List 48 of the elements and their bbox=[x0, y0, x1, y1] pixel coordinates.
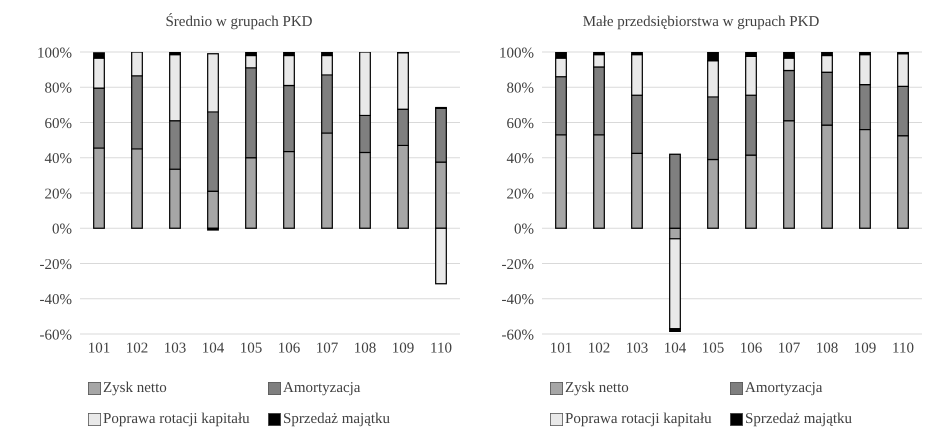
x-tick-label: 107 bbox=[316, 340, 339, 357]
x-tick-label: 104 bbox=[664, 340, 687, 357]
x-tick-label: 103 bbox=[626, 340, 648, 357]
y-tick-label: -60% bbox=[40, 327, 72, 344]
y-tick-label: 20% bbox=[506, 186, 534, 202]
legend-label: Amortyzacja bbox=[283, 380, 360, 397]
y-tick-label: 60% bbox=[506, 116, 534, 132]
y-tick-label: -40% bbox=[40, 292, 72, 308]
y-tick-label: 60% bbox=[44, 116, 72, 132]
x-tick-label: 102 bbox=[588, 340, 610, 357]
chart-title: Średnio w grupach PKD bbox=[164, 12, 314, 32]
y-tick-label: 40% bbox=[506, 151, 534, 168]
y-tick-label: -40% bbox=[502, 292, 534, 308]
y-tick-label: 80% bbox=[44, 80, 72, 97]
y-tick-label: -20% bbox=[40, 256, 72, 273]
x-tick-label: 109 bbox=[392, 340, 414, 357]
x-tick-label: 105 bbox=[702, 340, 724, 357]
y-tick-label: 40% bbox=[44, 151, 72, 168]
x-tick-label: 107 bbox=[778, 340, 801, 357]
legend-label: Zysk netto bbox=[565, 380, 629, 397]
y-tick-label: 0% bbox=[514, 222, 534, 238]
y-tick-label: 100% bbox=[37, 45, 72, 62]
y-tick-label: -20% bbox=[502, 256, 534, 273]
x-tick-label: 101 bbox=[550, 340, 572, 357]
legend-label: Poprawa rotacji kapitału bbox=[103, 411, 250, 428]
x-tick-label: 102 bbox=[126, 340, 148, 357]
legend-label: Poprawa rotacji kapitału bbox=[565, 411, 712, 428]
y-tick-label: -60% bbox=[502, 327, 534, 344]
x-tick-label: 110 bbox=[430, 340, 452, 357]
x-tick-label: 110 bbox=[892, 340, 914, 357]
y-tick-label: 100% bbox=[499, 45, 534, 62]
x-tick-label: 106 bbox=[278, 340, 301, 357]
x-tick-label: 108 bbox=[354, 340, 376, 357]
chart-title: Małe przedsiębiorstwa w grupach PKD bbox=[582, 13, 820, 32]
legend-label: Sprzedaż majątku bbox=[283, 411, 390, 428]
x-tick-label: 108 bbox=[816, 340, 838, 357]
y-tick-label: 80% bbox=[506, 80, 534, 97]
legend-label: Amortyzacja bbox=[745, 380, 822, 397]
legend-label: Sprzedaż majątku bbox=[745, 411, 852, 428]
x-tick-label: 105 bbox=[240, 340, 262, 357]
y-tick-label: 0% bbox=[52, 222, 72, 238]
legend-label: Zysk netto bbox=[103, 380, 167, 397]
x-tick-label: 103 bbox=[164, 340, 186, 357]
y-tick-label: 20% bbox=[44, 186, 72, 202]
x-tick-label: 106 bbox=[740, 340, 763, 357]
x-tick-label: 101 bbox=[88, 340, 110, 357]
x-tick-label: 104 bbox=[202, 340, 225, 357]
x-tick-label: 109 bbox=[854, 340, 876, 357]
